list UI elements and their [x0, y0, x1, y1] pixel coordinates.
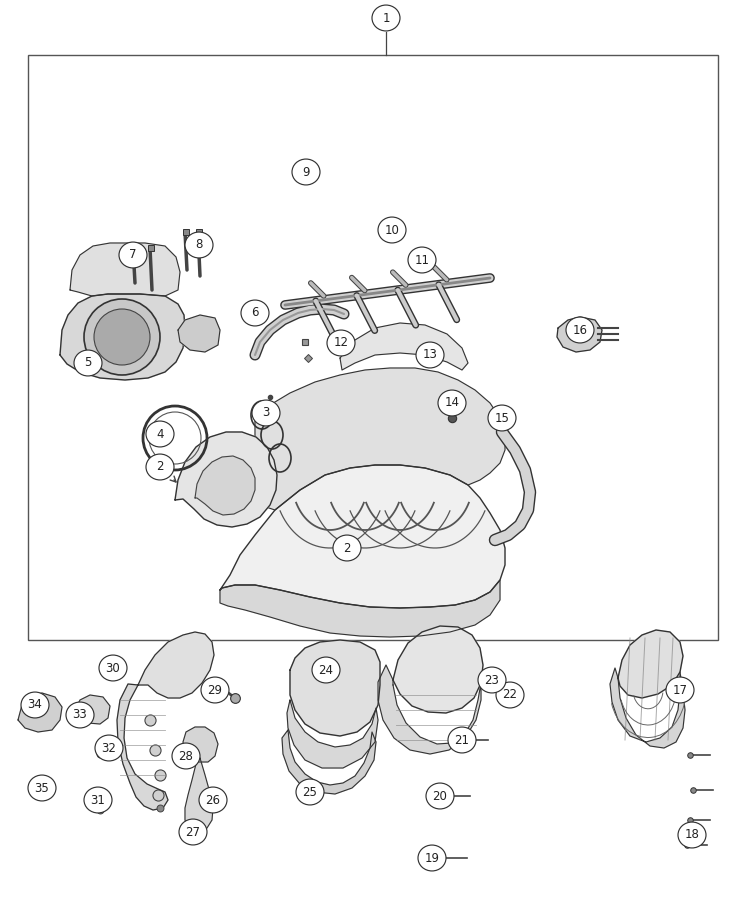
Ellipse shape	[678, 822, 706, 848]
Polygon shape	[340, 323, 468, 370]
Text: 5: 5	[84, 356, 92, 370]
Polygon shape	[287, 700, 378, 768]
Ellipse shape	[146, 421, 174, 447]
Text: 26: 26	[205, 794, 221, 806]
Ellipse shape	[312, 657, 340, 683]
Text: 3: 3	[262, 407, 270, 419]
Ellipse shape	[99, 655, 127, 681]
Text: 11: 11	[414, 254, 430, 266]
Text: 31: 31	[90, 794, 105, 806]
Text: 13: 13	[422, 348, 437, 362]
Ellipse shape	[327, 330, 355, 356]
Ellipse shape	[119, 242, 147, 268]
Text: 9: 9	[302, 166, 310, 178]
Text: 25: 25	[302, 786, 317, 798]
Ellipse shape	[372, 5, 400, 31]
Text: 22: 22	[502, 688, 517, 701]
Polygon shape	[175, 432, 277, 527]
Ellipse shape	[199, 787, 227, 813]
Text: 2: 2	[156, 461, 164, 473]
Polygon shape	[70, 243, 180, 296]
Text: 34: 34	[27, 698, 42, 712]
Ellipse shape	[496, 682, 524, 708]
Polygon shape	[290, 640, 380, 736]
Polygon shape	[378, 665, 481, 754]
Ellipse shape	[296, 779, 324, 805]
Polygon shape	[220, 580, 500, 637]
Ellipse shape	[74, 350, 102, 376]
Text: 35: 35	[35, 781, 50, 795]
Polygon shape	[117, 684, 168, 810]
Ellipse shape	[172, 743, 200, 769]
Polygon shape	[75, 695, 110, 724]
Text: 2: 2	[343, 542, 350, 554]
Text: 18: 18	[685, 829, 700, 842]
Text: 29: 29	[207, 683, 222, 697]
Text: 27: 27	[185, 825, 201, 839]
Ellipse shape	[95, 735, 123, 760]
Text: 20: 20	[433, 789, 448, 803]
Text: 28: 28	[179, 750, 193, 762]
Text: 24: 24	[319, 663, 333, 677]
Text: 15: 15	[494, 411, 510, 425]
Ellipse shape	[418, 845, 446, 871]
Ellipse shape	[241, 300, 269, 326]
Text: 14: 14	[445, 397, 459, 410]
Text: 4: 4	[156, 428, 164, 440]
Polygon shape	[557, 317, 602, 352]
Ellipse shape	[666, 677, 694, 703]
Ellipse shape	[478, 667, 506, 693]
Ellipse shape	[408, 247, 436, 273]
Ellipse shape	[21, 692, 49, 718]
Polygon shape	[195, 456, 255, 515]
Text: 19: 19	[425, 851, 439, 865]
Polygon shape	[185, 758, 213, 833]
Ellipse shape	[448, 727, 476, 753]
Text: 30: 30	[106, 662, 120, 674]
Text: 23: 23	[485, 673, 499, 687]
Text: 16: 16	[573, 323, 588, 337]
Ellipse shape	[252, 400, 280, 426]
Ellipse shape	[146, 454, 174, 480]
Polygon shape	[183, 727, 218, 762]
Ellipse shape	[333, 535, 361, 561]
Text: 1: 1	[382, 12, 390, 24]
Text: 33: 33	[73, 708, 87, 722]
Ellipse shape	[488, 405, 516, 431]
Polygon shape	[610, 668, 685, 748]
Polygon shape	[138, 632, 214, 698]
Circle shape	[84, 299, 160, 375]
Text: 10: 10	[385, 223, 399, 237]
Ellipse shape	[179, 819, 207, 845]
Text: 32: 32	[102, 742, 116, 754]
Text: 21: 21	[454, 734, 470, 746]
Ellipse shape	[438, 390, 466, 416]
Ellipse shape	[292, 159, 320, 185]
Polygon shape	[60, 294, 185, 380]
Ellipse shape	[66, 702, 94, 728]
Ellipse shape	[28, 775, 56, 801]
Ellipse shape	[201, 677, 229, 703]
Circle shape	[94, 309, 150, 365]
Polygon shape	[248, 368, 505, 510]
Polygon shape	[618, 630, 683, 698]
Text: 12: 12	[333, 337, 348, 349]
Text: 6: 6	[251, 307, 259, 320]
Ellipse shape	[566, 317, 594, 343]
Polygon shape	[178, 315, 220, 352]
Text: 7: 7	[129, 248, 137, 262]
Ellipse shape	[185, 232, 213, 258]
Bar	[28, 55, 718, 640]
Ellipse shape	[426, 783, 454, 809]
Ellipse shape	[84, 787, 112, 813]
Polygon shape	[393, 626, 483, 713]
Polygon shape	[18, 693, 62, 732]
Ellipse shape	[416, 342, 444, 368]
Text: 17: 17	[673, 683, 688, 697]
Ellipse shape	[378, 217, 406, 243]
Polygon shape	[282, 730, 376, 794]
Polygon shape	[220, 465, 505, 608]
Text: 8: 8	[196, 238, 203, 251]
